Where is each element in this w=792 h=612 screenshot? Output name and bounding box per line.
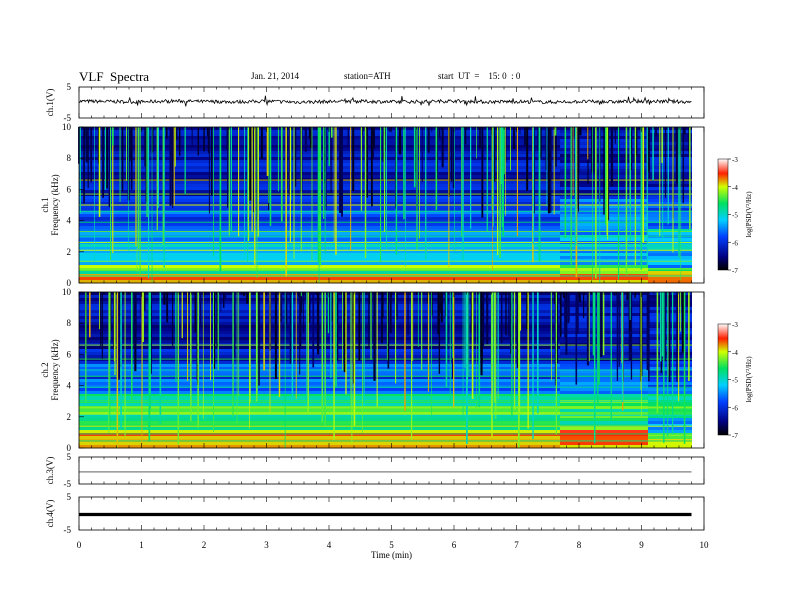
ch2-spectrogram-colorbar-tick-label: -4 <box>732 349 738 357</box>
ch2-spectrogram-ylabel: Frequency (kHz) <box>50 339 60 400</box>
ch1-spectrogram-colorbar <box>717 158 729 271</box>
ch1-spectrogram-colorbar-tick-label: -5 <box>732 212 738 220</box>
ch1-spectrogram-ytick-label: 6 <box>67 184 72 194</box>
ch2-spectrogram-colorbar <box>717 323 729 436</box>
page-title: VLF Spectra <box>79 69 150 84</box>
date-label: Jan. 21, 2014 <box>251 71 299 81</box>
ch1-spectrogram-ylabel: Frequency (kHz) <box>50 174 60 235</box>
x-tick-label: 10 <box>700 540 710 550</box>
ch1-series-line <box>78 95 692 107</box>
ch1-spectrogram-colorbar-tick-label: -7 <box>732 267 738 275</box>
ch2-spectrogram-colorbar-tick-label: -3 <box>732 321 738 329</box>
ch1-ytick-label: -5 <box>64 113 72 123</box>
ch2-spectrogram-colorbar-tick-label: -7 <box>732 432 738 440</box>
x-tick-label: 4 <box>327 540 332 550</box>
x-tick-label: 5 <box>389 540 394 550</box>
ch2-spectrogram-colorbar-label: log(PSD(V²/Hz) <box>745 356 753 403</box>
ch1-spectrogram-colorbar-tick-label: -3 <box>732 156 738 164</box>
x-tick-label: 6 <box>452 540 457 550</box>
x-tick-label: 8 <box>577 540 582 550</box>
ch1-spectrogram-ytick-label: 0 <box>67 278 72 288</box>
ch2-spectrogram-colorbar-tick-label: -5 <box>732 377 738 385</box>
ch4-ytick-label: -5 <box>64 525 72 535</box>
ch4-ytick-label: 5 <box>67 492 72 502</box>
ch1-spectrogram-ytick-label: 2 <box>67 247 72 257</box>
ch1-spectrogram-colorbar-tick-label: -4 <box>732 184 738 192</box>
x-tick-label: 7 <box>514 540 519 550</box>
start-time-label: start UT = 15: 0 : 0 <box>438 71 521 81</box>
ch1-spectrogram-ytick-label: 4 <box>67 216 72 226</box>
ch1-ytick-label: 5 <box>67 82 72 92</box>
ch3-ytick-label: 5 <box>67 452 72 462</box>
ch2-spectrogram-ytick-label: 8 <box>67 318 72 328</box>
x-tick-label: 2 <box>202 540 207 550</box>
ch1-spectrogram-ylabel: ch.1 <box>40 197 50 212</box>
ch2-spectrogram-ytick-label: 4 <box>67 381 72 391</box>
ch1-spectrogram-colorbar-tick-label: -6 <box>732 239 738 247</box>
ch2-spectrogram-ytick-label: 2 <box>67 412 72 422</box>
ch4-ylabel: ch.4(V) <box>45 500 55 528</box>
x-tick-label: 0 <box>77 540 82 550</box>
ch3-ytick-label: -5 <box>64 479 72 489</box>
x-tick-label: 3 <box>264 540 269 550</box>
station-label: station=ATH <box>344 71 391 81</box>
ch2-spectrogram-ylabel: ch.2 <box>40 362 50 377</box>
x-axis-label: Time (min) <box>371 550 412 560</box>
ch1-spectrogram-heatmap <box>78 127 704 284</box>
ch2-spectrogram-colorbar-tick-label: -6 <box>732 404 738 412</box>
x-tick-label: 9 <box>639 540 644 550</box>
ch2-spectrogram-ytick-label: 10 <box>62 287 72 297</box>
ch1-spectrogram-ytick-label: 10 <box>62 122 72 132</box>
ch2-spectrogram-ytick-label: 0 <box>67 443 72 453</box>
ch3-ylabel: ch.3(V) <box>45 457 55 485</box>
ch2-spectrogram-ytick-label: 6 <box>67 349 72 359</box>
ch1-spectrogram-colorbar-label: log(PSD(V²/Hz) <box>745 191 753 238</box>
ch2-spectrogram-heatmap <box>79 292 704 449</box>
ch1-spectrogram-ytick-label: 8 <box>67 153 72 163</box>
ch1-ylabel: ch.1(V) <box>45 89 55 117</box>
x-tick-label: 1 <box>139 540 144 550</box>
